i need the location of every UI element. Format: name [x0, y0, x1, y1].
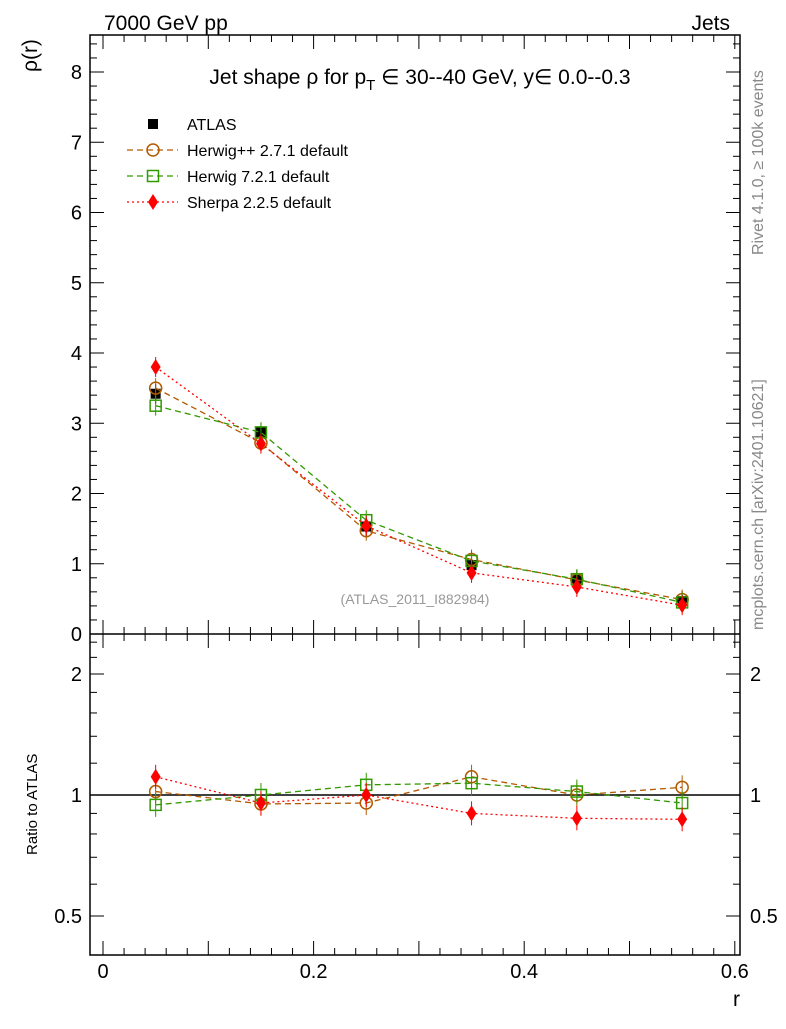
y-tick-label: 4: [71, 343, 82, 365]
x-tick-label: 0.4: [510, 961, 538, 983]
header-right: Jets: [691, 12, 730, 35]
ratio-y-tick-label-right: 2: [750, 664, 761, 686]
legend-label: Herwig 7.2.1 default: [187, 169, 330, 186]
ratio-y-tick-label: 2: [71, 664, 82, 686]
data-point: [466, 564, 477, 581]
data-point: [255, 435, 266, 452]
data-point: [571, 578, 582, 595]
legend-marker: [146, 169, 160, 183]
plot-frame: [89, 34, 741, 956]
legend-marker: [148, 194, 158, 210]
y-tick-label: 5: [71, 273, 82, 295]
ratio-line-3: [155, 776, 683, 820]
y-tick-label: 2: [71, 484, 82, 506]
x-tick-label: 0.6: [721, 961, 749, 983]
mcplots-label: mcplots.cern.ch [arXiv:2401.10621]: [750, 379, 767, 630]
series-line-3: [155, 366, 683, 606]
legend-marker: [146, 143, 160, 157]
y-axis-label: ρ(r): [19, 39, 42, 72]
x-axis-label: r: [733, 988, 740, 1011]
y-tick-label: 1: [71, 554, 82, 576]
legend-label: Herwig++ 2.7.1 default: [187, 143, 349, 160]
data-point: [677, 597, 688, 614]
y-tick-label: 6: [71, 203, 82, 225]
y-tick-label: 8: [71, 62, 82, 84]
ratio-y-tick-label: 1: [71, 785, 82, 807]
header-left: 7000 GeV pp: [104, 12, 228, 35]
ratio-y-tick-label-right: 1: [750, 785, 761, 807]
ratio-point: [465, 776, 478, 790]
y-tick-label: 3: [71, 413, 82, 435]
ratio-point: [677, 811, 688, 828]
series-line-2: [155, 405, 683, 604]
legend-marker: [148, 119, 158, 129]
ratio-point: [361, 787, 372, 803]
x-tick-label: 0.2: [300, 961, 328, 983]
ratio-point: [570, 785, 584, 798]
ratio-point: [255, 795, 266, 812]
ratio-point: [466, 805, 477, 822]
data-point: [150, 359, 161, 376]
y-tick-label: 0: [71, 624, 82, 646]
legend-label: Sherpa 2.2.5 default: [187, 195, 332, 212]
ratio-point: [149, 798, 162, 812]
ratio-point: [150, 768, 161, 785]
analysis-annotation: (ATLAS_2011_I882984): [341, 591, 490, 607]
ratio-line-2: [155, 782, 683, 806]
x-tick-label: 0: [97, 961, 108, 983]
ratio-y-axis-label: Ratio to ATLAS: [24, 754, 41, 855]
data-point: [149, 399, 162, 412]
ratio-point: [571, 810, 582, 827]
ratio-y-tick-label: 0.5: [54, 906, 82, 928]
data-point: [148, 381, 163, 395]
series-line-1: [155, 387, 683, 601]
ratio-y-tick-label-right: 0.5: [750, 906, 778, 928]
chart-title: Jet shape ρ for pT ∈ 30--40 GeV, y∈ 0.0-…: [209, 66, 630, 94]
ratio-line-1: [155, 776, 683, 805]
legend-label: ATLAS: [187, 117, 237, 134]
rivet-label: Rivet 4.1.0, ≥ 100k events: [750, 70, 767, 255]
data-point: [361, 517, 372, 534]
y-tick-label: 7: [71, 132, 82, 154]
